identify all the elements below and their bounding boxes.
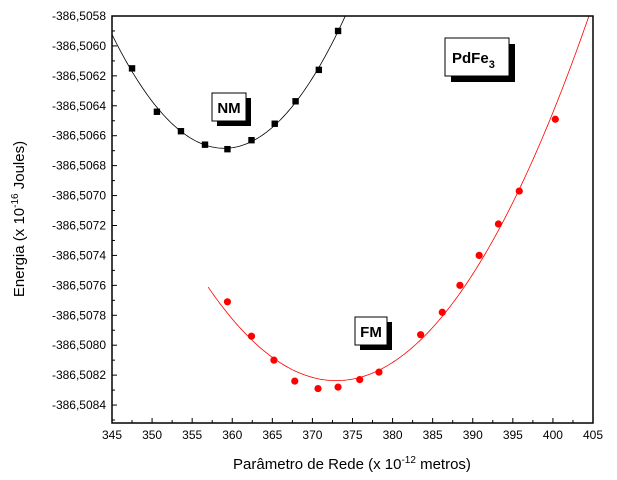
data-point-nm <box>153 108 161 115</box>
fm-label: FM <box>360 324 382 341</box>
fit-curve-nm <box>112 16 346 149</box>
data-point-fm <box>223 298 232 306</box>
data-point-fm <box>375 368 383 376</box>
x-tick-label: 345 <box>102 428 122 442</box>
data-point-fm <box>515 187 523 195</box>
data-point-fm <box>314 384 322 393</box>
x-axis-title: Parâmetro de Rede (x 10-12 metros) <box>233 455 471 473</box>
compound-label-frame <box>444 37 510 77</box>
x-tick-label: 375 <box>342 428 362 442</box>
x-tick-label: 405 <box>583 428 603 442</box>
x-tick-label: 370 <box>302 428 322 442</box>
nm-label-frame <box>211 92 247 122</box>
y-tick-label: -386,5084 <box>52 398 106 412</box>
data-point-nm <box>248 136 255 144</box>
data-point-nm <box>224 145 231 153</box>
data-points <box>128 27 559 393</box>
y-tick-label: -386,5078 <box>52 308 106 322</box>
compound-label: PdFe3 <box>452 50 495 71</box>
y-tick-label: -386,5058 <box>52 9 106 23</box>
y-tick-label: -386,5060 <box>52 39 106 53</box>
y-axis-ticks: -386,5058 -386,5060 -386,5062 -386,5064 -386… <box>52 9 117 421</box>
data-point-fm <box>334 383 342 391</box>
nm-label: NM <box>217 100 240 117</box>
y-tick-label: -386,5062 <box>52 69 106 83</box>
y-tick-label: -386,5082 <box>52 368 106 382</box>
y-tick-label: -386,5076 <box>52 278 106 292</box>
data-point-fm <box>247 332 256 340</box>
plot-frame <box>111 15 594 424</box>
x-axis-title-exponent: -12 <box>401 455 416 466</box>
x-tick-label: 385 <box>423 428 443 442</box>
x-tick-label: 395 <box>503 428 523 442</box>
data-point-nm <box>315 66 323 74</box>
fm-label-frame <box>354 316 388 346</box>
x-tick-label: 365 <box>262 428 282 442</box>
x-tick-label: 360 <box>222 428 242 442</box>
x-tick-label: 400 <box>543 428 563 442</box>
compound-label-subscript: 3 <box>489 59 495 71</box>
fit-curve-fm <box>207 16 590 382</box>
x-tick-label: 355 <box>182 428 202 442</box>
data-point-fm <box>456 281 464 289</box>
x-axis-ticks: 345 350 355 360 365 370 375 380 385 390 395 400 405 <box>102 418 603 442</box>
data-point-nm <box>271 120 278 127</box>
data-point-fm <box>270 356 278 364</box>
data-point-nm <box>334 27 342 35</box>
y-axis-title-exponent: -16 <box>10 193 21 208</box>
x-tick-label: 390 <box>463 428 483 442</box>
compound-label-box: PdFe3 <box>444 37 515 82</box>
data-point-nm <box>201 141 209 148</box>
y-axis-title-text: Energia (x 10 <box>11 208 28 297</box>
data-point-fm <box>475 251 483 260</box>
data-point-fm <box>438 308 446 316</box>
y-tick-label: -386,5064 <box>52 99 106 113</box>
data-point-fm <box>551 115 559 123</box>
y-tick-label: -386,5072 <box>52 218 106 232</box>
y-tick-label: -386,5080 <box>52 338 106 352</box>
x-axis-title-unit: metros) <box>416 456 471 473</box>
data-point-nm <box>292 98 299 105</box>
y-tick-label: -386,5070 <box>52 189 106 203</box>
data-point-fm <box>291 377 299 385</box>
y-axis-title-unit: Joules) <box>11 141 28 194</box>
y-tick-label: -386,5068 <box>52 159 106 173</box>
x-axis-title-text: Parâmetro de Rede (x 10 <box>233 456 401 473</box>
compound-label-base: PdFe <box>452 50 489 67</box>
data-point-nm <box>128 65 136 72</box>
y-tick-label: -386,5074 <box>52 248 106 262</box>
data-point-fm <box>417 331 425 339</box>
y-tick-label: -386,5066 <box>52 129 106 143</box>
data-point-fm <box>356 376 364 384</box>
data-point-nm <box>177 128 185 135</box>
data-point-fm <box>494 220 503 228</box>
x-tick-label: 350 <box>142 428 162 442</box>
fm-label-box: FM <box>354 316 392 350</box>
nm-label-box: NM <box>211 92 251 126</box>
x-tick-label: 380 <box>383 428 403 442</box>
y-axis-title: Energia (x 10-16 Joules) <box>10 141 28 297</box>
